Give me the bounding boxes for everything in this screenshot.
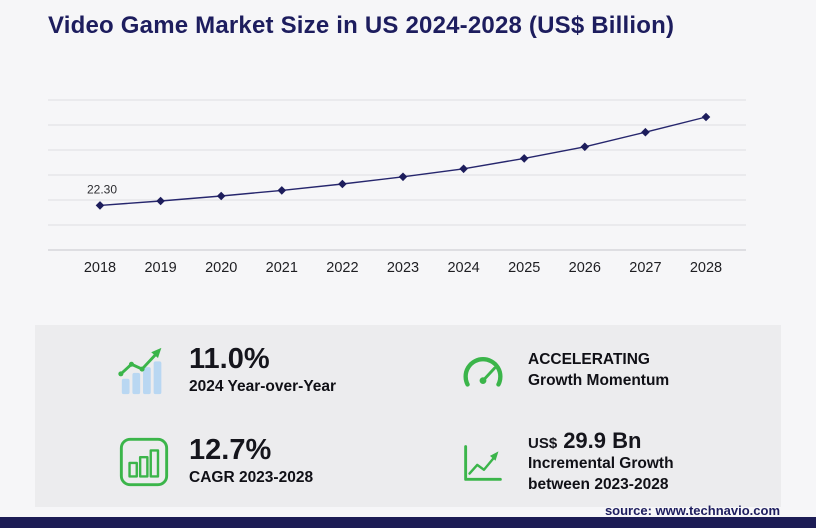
stat-value: 12.7% (189, 434, 272, 467)
x-axis-label: 2023 (387, 260, 419, 276)
x-axis-label: 2025 (508, 260, 540, 276)
stat-line1: ACCELERATING (528, 350, 650, 368)
x-axis-label: 2026 (569, 260, 601, 276)
data-point (641, 127, 650, 137)
stats-panel: 11.0% 2024 Year-over-Year ACCELERATING G… (35, 325, 781, 507)
stat-line1: Incremental Growth (528, 454, 674, 472)
footer-bar (0, 517, 816, 528)
x-axis-label: 2027 (629, 260, 661, 276)
stat-value: 11.0% (189, 343, 270, 376)
stat-label: CAGR 2023-2028 (189, 468, 314, 486)
data-point (216, 191, 226, 201)
stat-currency-prefix: US$ (528, 434, 558, 452)
incremental-growth-icon (464, 444, 502, 481)
x-axis-label: 2021 (266, 260, 298, 276)
trend-line (99, 116, 707, 207)
stat-line2: Growth Momentum (528, 371, 670, 389)
x-axis-label: 2028 (690, 260, 722, 276)
stat-line2: between 2023-2028 (528, 475, 669, 493)
data-point (338, 179, 347, 189)
data-point (580, 142, 590, 152)
data-point (519, 154, 529, 163)
stat-incremental-growth: US$ 29.9 Bn Incremental Growth between 2… (408, 416, 781, 507)
speedometer-icon (463, 356, 503, 387)
data-point (398, 172, 408, 182)
data-point (459, 164, 468, 174)
x-axis-label: 2022 (326, 260, 358, 276)
data-point (701, 112, 711, 122)
first-point-label: 22.30 (87, 182, 117, 196)
x-axis-label: 2024 (447, 260, 479, 276)
data-point (156, 196, 165, 206)
page-title: Video Game Market Size in US 2024-2028 (… (48, 12, 675, 39)
x-axis-label: 2018 (84, 260, 116, 276)
growth-bars-icon (118, 347, 162, 394)
cagr-bars-icon (119, 437, 169, 486)
x-axis-label: 2019 (144, 260, 176, 276)
stat-2024-yoy: 11.0% 2024 Year-over-Year (35, 325, 408, 416)
source-credit: source: www.technavio.com (604, 503, 780, 518)
market-line-chart: 2018 2019 2020 2021 2022 2023 2024 2025 2026 2027… (48, 99, 746, 276)
stat-label: 2024 Year-over-Year (189, 377, 337, 395)
data-point (277, 186, 287, 195)
stat-cagr: 12.7% CAGR 2023-2028 (35, 416, 408, 507)
stat-growth-momentum: ACCELERATING Growth Momentum (408, 325, 781, 416)
x-axis-label: 2020 (205, 260, 237, 276)
stat-value: 29.9 Bn (563, 427, 642, 453)
data-point (95, 201, 105, 210)
